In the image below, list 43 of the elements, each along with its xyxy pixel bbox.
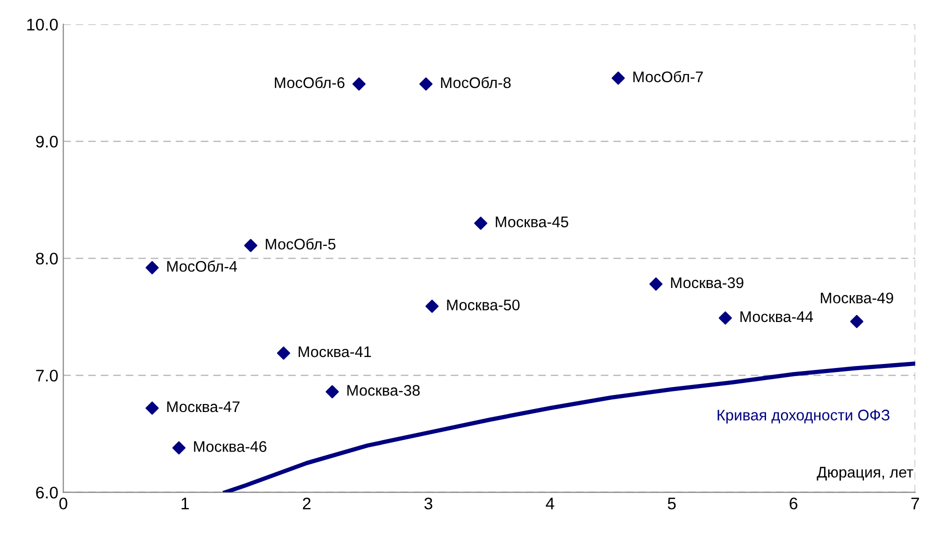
point — [146, 401, 159, 415]
annotation: МосОбл-4 — [167, 260, 238, 272]
annotation: Москва-46 — [194, 441, 266, 452]
x-tick-label: 1 — [182, 498, 189, 510]
y-tick-label: 7.0 — [36, 370, 58, 382]
x-tick-label: 5 — [668, 498, 676, 510]
point — [146, 261, 159, 274]
annotation: МосОбл-6 — [274, 76, 344, 88]
annotation: Москва-44 — [740, 311, 814, 322]
point — [718, 311, 732, 325]
annotation: Москва-39 — [671, 277, 744, 288]
series-label: Кривая доходности ОФЗ — [718, 410, 890, 424]
annotation: МосОбл-8 — [441, 76, 511, 88]
annotation: МосОбл-7 — [633, 70, 703, 82]
point — [425, 300, 439, 313]
y-tick-label: 8.0 — [36, 252, 58, 265]
point — [326, 385, 339, 398]
x-tick-label: 0 — [59, 498, 68, 510]
point — [474, 216, 488, 230]
x-tick-label: 6 — [790, 498, 798, 510]
point — [244, 238, 258, 252]
x-axis-title: Дюрация, лет — [816, 466, 914, 481]
x-tick-label: 2 — [302, 498, 310, 510]
y-tick-label: 9.0 — [36, 136, 58, 148]
point — [352, 77, 366, 91]
x-tick-label: 4 — [546, 498, 554, 510]
x-tick-label: 7 — [911, 498, 919, 510]
point — [276, 346, 290, 360]
annotation: Москва-47 — [167, 402, 240, 412]
point — [172, 441, 186, 454]
annotation: Москва-49 — [820, 292, 894, 304]
y-tick-label: 6.0 — [36, 486, 58, 499]
point — [850, 314, 864, 328]
annotation: МосОбл-5 — [266, 238, 336, 250]
point — [649, 277, 663, 291]
annotation: Москва-41 — [298, 346, 371, 358]
y-tick-label: 10.0 — [27, 18, 58, 31]
annotation: Москва-50 — [447, 300, 520, 310]
annotation: Москва-45 — [496, 216, 568, 228]
annotation: Москва-38 — [347, 384, 420, 396]
point — [612, 72, 625, 85]
x-tick-label: 3 — [424, 498, 432, 510]
point — [419, 77, 433, 91]
